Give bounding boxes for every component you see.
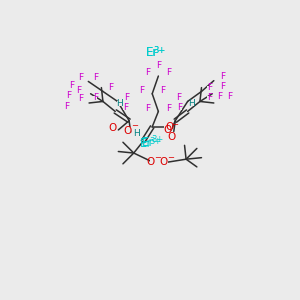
FancyBboxPatch shape xyxy=(176,96,180,100)
Text: 3+: 3+ xyxy=(152,136,164,145)
Text: F: F xyxy=(156,61,161,70)
Text: F: F xyxy=(207,83,212,92)
Text: Er: Er xyxy=(142,136,154,149)
Text: −: − xyxy=(154,153,161,162)
FancyBboxPatch shape xyxy=(146,106,149,110)
Text: O: O xyxy=(109,123,117,133)
Text: O: O xyxy=(146,157,155,166)
FancyBboxPatch shape xyxy=(167,70,171,74)
FancyBboxPatch shape xyxy=(124,127,131,133)
Text: 3+: 3+ xyxy=(154,46,166,55)
FancyBboxPatch shape xyxy=(207,96,211,100)
FancyBboxPatch shape xyxy=(150,159,158,165)
Text: F: F xyxy=(167,68,172,77)
FancyBboxPatch shape xyxy=(221,85,225,89)
Text: 3+: 3+ xyxy=(154,46,166,55)
Text: F: F xyxy=(207,93,212,102)
FancyBboxPatch shape xyxy=(109,86,112,89)
FancyBboxPatch shape xyxy=(207,86,211,89)
FancyBboxPatch shape xyxy=(69,83,73,87)
Text: F: F xyxy=(220,72,226,81)
FancyBboxPatch shape xyxy=(79,96,83,100)
Text: F: F xyxy=(108,83,113,92)
FancyBboxPatch shape xyxy=(164,126,172,132)
FancyBboxPatch shape xyxy=(67,93,71,97)
FancyBboxPatch shape xyxy=(146,70,149,74)
Text: F: F xyxy=(64,102,69,111)
FancyBboxPatch shape xyxy=(65,104,69,108)
Text: −: − xyxy=(167,153,174,162)
Text: Er: Er xyxy=(146,46,158,59)
FancyBboxPatch shape xyxy=(166,124,172,130)
Text: H: H xyxy=(188,99,195,108)
Text: H: H xyxy=(134,129,140,138)
Text: Er: Er xyxy=(140,137,152,150)
Text: H: H xyxy=(116,99,122,108)
FancyBboxPatch shape xyxy=(218,94,222,98)
FancyBboxPatch shape xyxy=(160,158,168,165)
FancyBboxPatch shape xyxy=(167,106,171,110)
Text: O: O xyxy=(167,132,175,142)
FancyBboxPatch shape xyxy=(168,134,175,140)
Text: F: F xyxy=(218,92,223,100)
Text: F: F xyxy=(69,81,74,90)
Text: F: F xyxy=(177,103,182,112)
Text: O: O xyxy=(164,125,172,135)
FancyBboxPatch shape xyxy=(77,89,81,93)
Text: F: F xyxy=(220,82,226,91)
Text: F: F xyxy=(93,73,99,82)
FancyBboxPatch shape xyxy=(117,101,122,106)
FancyBboxPatch shape xyxy=(178,106,182,110)
Text: F: F xyxy=(139,86,144,95)
FancyBboxPatch shape xyxy=(140,89,143,93)
Text: F: F xyxy=(67,91,72,100)
FancyBboxPatch shape xyxy=(227,94,231,98)
FancyBboxPatch shape xyxy=(156,63,160,67)
Text: F: F xyxy=(78,94,83,103)
Text: 3+: 3+ xyxy=(149,136,161,146)
FancyBboxPatch shape xyxy=(123,106,127,110)
FancyBboxPatch shape xyxy=(110,125,116,130)
Text: O: O xyxy=(123,126,132,136)
Text: −: − xyxy=(171,120,178,129)
Text: F: F xyxy=(145,68,150,77)
FancyBboxPatch shape xyxy=(125,96,129,100)
FancyBboxPatch shape xyxy=(189,101,194,106)
Text: F: F xyxy=(145,104,150,113)
FancyBboxPatch shape xyxy=(134,131,139,136)
FancyBboxPatch shape xyxy=(79,76,83,80)
Text: F: F xyxy=(176,93,181,102)
FancyBboxPatch shape xyxy=(93,96,97,100)
Text: −: − xyxy=(131,121,138,130)
FancyBboxPatch shape xyxy=(161,89,165,93)
Text: Er: Er xyxy=(146,46,158,59)
Text: F: F xyxy=(124,93,129,102)
FancyBboxPatch shape xyxy=(221,75,225,79)
Text: F: F xyxy=(76,86,82,95)
Text: F: F xyxy=(123,103,128,112)
Text: F: F xyxy=(226,92,232,100)
Text: F: F xyxy=(160,86,166,95)
Text: O: O xyxy=(165,122,173,132)
Text: F: F xyxy=(78,73,83,82)
Text: F: F xyxy=(167,104,172,113)
FancyBboxPatch shape xyxy=(94,76,98,80)
Text: F: F xyxy=(93,93,98,102)
Text: O: O xyxy=(160,157,168,167)
